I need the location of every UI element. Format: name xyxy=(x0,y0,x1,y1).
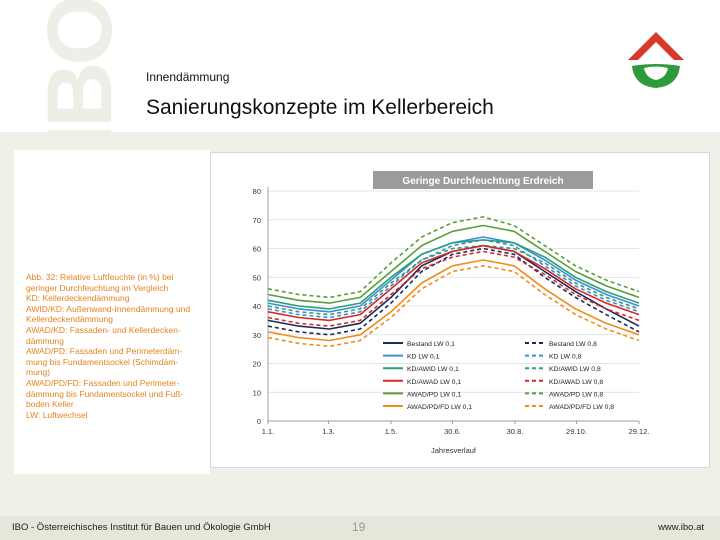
series-line xyxy=(267,239,640,310)
x-tick-label: 30.6. xyxy=(444,427,461,436)
header-area: IBO Innendämmung Sanierungskonzepte im K… xyxy=(0,0,720,132)
y-tick-label: 0 xyxy=(257,417,261,426)
y-tick-label: 20 xyxy=(253,360,261,369)
series-line xyxy=(267,244,640,316)
legend-entry: KD/AWID LW 0,1 xyxy=(407,366,459,373)
y-tick-label: 80 xyxy=(253,187,261,196)
legend-entry: Bestand LW 0,1 xyxy=(407,341,455,348)
page-number: 19 xyxy=(352,520,366,534)
figure-caption: Abb. 32: Relative Luftfeuchte (in %) bei… xyxy=(26,272,191,420)
page-subtitle: Innendämmung xyxy=(146,70,230,84)
x-tick-label: 29.10. xyxy=(566,427,587,436)
chart-panel: Geringe Durchfeuchtung Erdreich 0 10 20 30 40… xyxy=(210,152,710,468)
legend-entry: AWAD/PD LW 0,8 xyxy=(549,391,603,398)
legend-entry: KD/AWAD LW 0,1 xyxy=(407,379,461,386)
series-line xyxy=(267,216,640,299)
series-line xyxy=(267,247,640,336)
legend-entry: KD LW 0,1 xyxy=(407,354,440,361)
chart-title-bar xyxy=(373,171,593,189)
x-axis-label: Jahresverlauf xyxy=(431,446,477,455)
series-line xyxy=(267,239,640,319)
y-tick-label: 50 xyxy=(253,273,261,282)
legend-entry: KD LW 0,8 xyxy=(549,354,582,361)
page-title: Sanierungskonzepte im Kellerbereich xyxy=(146,96,494,119)
series-line xyxy=(267,265,640,348)
y-tick-label: 10 xyxy=(253,388,261,397)
series-line xyxy=(267,224,640,304)
legend-entry: KD/AWAD LW 0,8 xyxy=(549,379,603,386)
y-tick-label: 70 xyxy=(253,216,261,225)
footer-website[interactable]: www.ibo.at xyxy=(658,522,704,533)
house-leaf-logo-icon xyxy=(628,32,684,88)
series-line xyxy=(267,259,640,342)
x-tick-label: 30.8. xyxy=(507,427,524,436)
y-tick-label: 40 xyxy=(253,302,261,311)
legend-entry: AWAD/PD/FD LW 0,8 xyxy=(549,404,614,411)
humidity-line-chart: Geringe Durchfeuchtung Erdreich 0 10 20 30 40… xyxy=(253,171,650,455)
series-line xyxy=(267,250,640,327)
x-tick-label: 1.1. xyxy=(262,427,275,436)
series-line xyxy=(267,244,640,322)
x-tick-label: 1.3. xyxy=(322,427,335,436)
legend-entry: KD/AWID LW 0,8 xyxy=(549,366,601,373)
y-tick-label: 60 xyxy=(253,245,261,254)
x-tick-label: 1.5. xyxy=(385,427,398,436)
x-tick-label: 29.12. xyxy=(629,427,650,436)
watermark-text: IBO xyxy=(40,0,112,132)
watermark: IBO xyxy=(40,0,112,132)
legend-entry: Bestand LW 0,8 xyxy=(549,341,597,348)
chart-title: Geringe Durchfeuchtung Erdreich xyxy=(402,176,563,187)
footer-organization: IBO - Österreichisches Institut für Baue… xyxy=(12,522,271,533)
legend-entry: AWAD/PD LW 0,1 xyxy=(407,391,461,398)
y-tick-label: 30 xyxy=(253,331,261,340)
footer: IBO - Österreichisches Institut für Baue… xyxy=(0,516,720,540)
legend-entry: AWAD/PD/FD LW 0,1 xyxy=(407,404,472,411)
caption-panel xyxy=(14,150,210,474)
